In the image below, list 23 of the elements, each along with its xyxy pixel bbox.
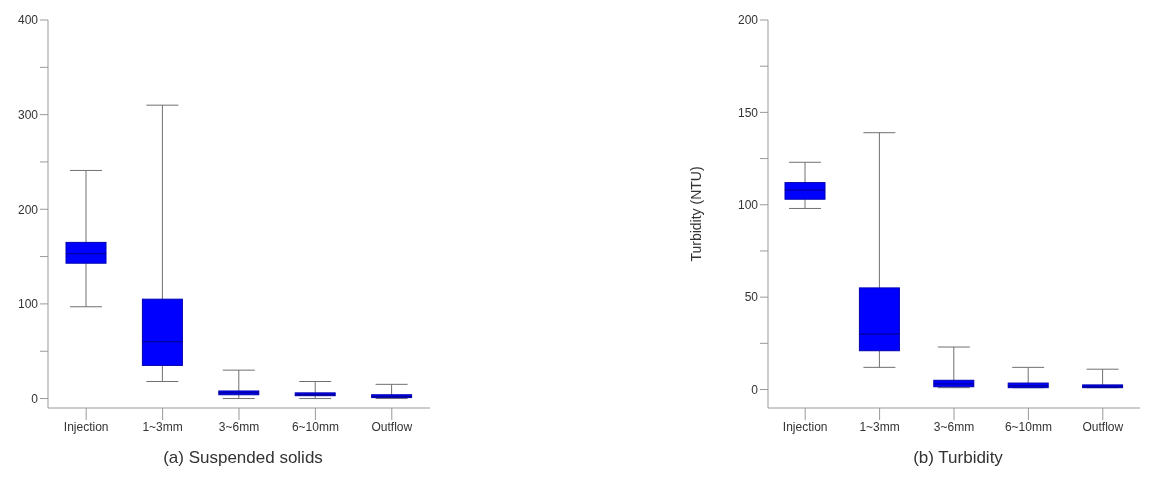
text: (b) Turbidity [912,448,1004,468]
y-tick-label: 100 [737,198,759,213]
y-tick-label: 0 [31,391,39,406]
y-tick-label: 0 [751,382,759,397]
x-tick-label: 3~6mm [218,419,260,434]
y-tick-label: 400 [17,13,39,28]
y-tick-label: 50 [744,290,759,305]
x-tick-label: 6~10mm [1004,419,1052,434]
x-tick-label: 1~3mm [142,419,183,434]
x-tick-label: Outflow [371,419,413,434]
y-tick-label: 150 [737,105,759,120]
y-tick-label: 300 [17,107,39,122]
x-tick-label: 1~3mm [859,419,900,434]
y-tick-label: 100 [17,297,39,312]
x-tick-label: 6~10mm [291,419,339,434]
x-tick-label: Injection [63,419,109,434]
y-tick-label: 200 [17,202,39,217]
y-tick-label: 200 [737,13,759,28]
x-tick-label: Injection [782,419,828,434]
x-tick-label: Outflow [1082,419,1124,434]
y-axis-title: Turbidity (NTU) [687,166,704,262]
x-tick-label: 3~6mm [933,419,975,434]
text: (a) Suspended solids [162,448,324,468]
